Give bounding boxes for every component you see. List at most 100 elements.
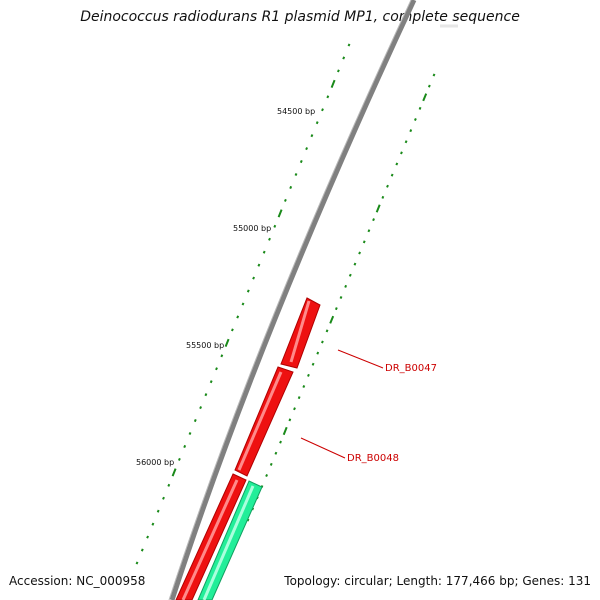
major-tick [277,209,283,218]
minor-tick [215,367,218,371]
gene-unlabeled-red[interactable] [175,473,247,600]
minor-tick [353,262,357,266]
minor-tick [325,329,329,333]
minor-tick [413,117,417,122]
minor-tick [283,198,287,202]
minor-tick [427,84,431,88]
minor-tick [395,162,399,166]
minor-tick [297,396,301,400]
minor-tick [209,380,213,384]
gene-arrow-shine [202,485,255,600]
gene-DR_B0048[interactable] [234,366,294,477]
major-tick [224,338,230,347]
minor-tick [310,134,314,138]
minor-tick [432,73,436,77]
minor-tick [151,522,155,526]
accession-label: Accession: NC_000958 [9,574,146,588]
gene-label-DR_B0047[interactable]: DR_B0047 [385,363,437,374]
minor-tick [339,295,343,300]
minor-tick [265,473,269,478]
minor-tick [274,451,278,455]
minor-tick [140,548,144,552]
minor-tick [348,273,352,277]
minor-tick [230,328,234,332]
minor-tick [404,140,408,144]
minor-tick [367,229,371,233]
major-tick [330,79,336,88]
gene-label-DR_B0048[interactable]: DR_B0048 [347,453,399,464]
minor-tick [199,406,203,410]
gene-arrow-shine [289,300,311,363]
minor-tick [386,184,389,188]
minor-tick [246,289,250,293]
minor-tick [262,250,266,254]
position-label: 55000 bp [233,224,271,233]
minor-tick [316,351,320,355]
minor-tick [305,147,309,151]
minor-tick [177,457,181,461]
minor-tick [400,151,403,155]
minor-tick [372,218,375,222]
gene-unlabeled-green[interactable] [197,480,263,600]
major-tick [329,315,335,324]
minor-tick [289,185,293,189]
minor-tick [307,373,310,377]
minor-tick [288,418,292,422]
minor-tick [268,237,271,241]
gene-arrow-shine [237,371,283,471]
outer-tick-ring [135,43,351,565]
minor-tick [257,263,261,267]
minor-tick [390,173,394,177]
minor-tick [279,440,282,444]
minor-tick [358,251,362,255]
minor-tick [326,95,330,99]
gene-callout-line [300,437,346,459]
minor-tick [381,195,385,199]
gene-arrow-shine [181,479,239,600]
minor-tick [334,307,338,311]
gene-DR_B0047[interactable] [280,297,321,369]
minor-tick [193,419,197,423]
minor-tick [344,284,348,288]
minor-tick [299,160,303,164]
position-label: 55500 bp [186,341,224,350]
minor-tick [236,315,240,319]
minor-tick [294,172,298,177]
minor-tick [320,340,324,344]
minor-tick [188,431,192,436]
minor-tick [362,240,366,244]
minor-tick [167,483,171,487]
minor-tick [418,106,422,110]
minor-tick [204,393,208,397]
minor-tick [347,43,351,47]
minor-tick [342,56,346,60]
minor-tick [336,69,340,73]
minor-tick [269,462,273,466]
major-tick [171,468,177,477]
minor-tick [135,561,139,565]
minor-tick [146,535,150,539]
minor-tick [273,224,277,228]
sequence-backbone-highlight [168,0,412,600]
minor-tick [246,518,250,522]
major-tick [282,426,288,436]
gene-callout-line [337,349,384,369]
major-tick [375,204,381,213]
minor-tick [311,362,315,366]
minor-tick [156,509,160,513]
topology-summary: Topology: circular; Length: 177,466 bp; … [284,574,591,588]
minor-tick [321,108,324,112]
minor-tick [252,276,256,280]
minor-tick [409,129,413,133]
sequence-backbone [169,0,417,600]
minor-tick [241,302,245,306]
major-tick [422,93,428,102]
inner-tick-ring [246,73,436,522]
minor-tick [220,354,224,358]
minor-tick [302,384,306,389]
minor-tick [315,121,319,125]
minor-tick [183,444,187,448]
position-label: 56000 bp [136,458,174,467]
